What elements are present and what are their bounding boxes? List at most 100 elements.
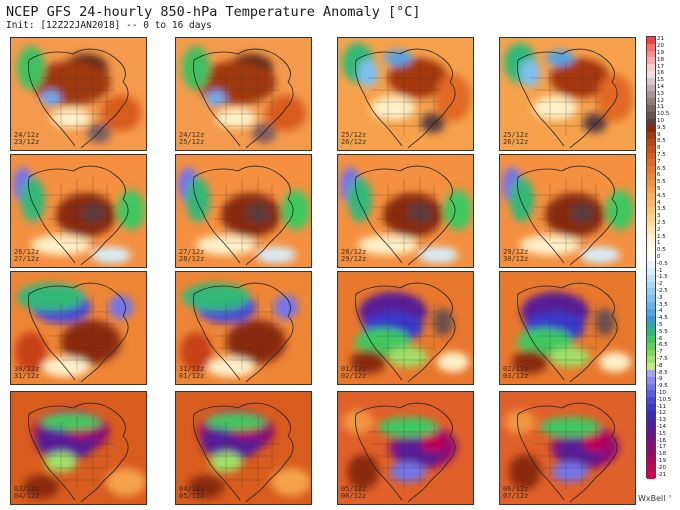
- colorbar-swatch: [647, 234, 655, 241]
- colorbar-swatch: [647, 322, 655, 330]
- valid-time-end: 02/12z: [341, 372, 367, 380]
- colorbar-swatch: [647, 179, 655, 187]
- anomaly-map: [176, 272, 311, 384]
- state-borders: [530, 414, 604, 490]
- anomaly-blob: [216, 108, 256, 128]
- coastline: [193, 165, 294, 266]
- coastline: [193, 402, 294, 503]
- colorbar-swatch: [647, 98, 655, 105]
- anomaly-map: [338, 392, 473, 504]
- state-borders: [41, 414, 115, 490]
- colorbar-tick-label: -1: [657, 267, 663, 274]
- valid-time-label: 02/12z 03/12z: [503, 366, 528, 380]
- valid-time-start: 05/12z: [341, 485, 367, 493]
- colorbar-swatch: [647, 329, 655, 337]
- valid-time-end: 05/12z: [179, 492, 205, 500]
- valid-time-end: 07/12z: [503, 492, 529, 500]
- colorbar-tick-label: 6: [657, 172, 661, 179]
- state-borders: [530, 294, 604, 370]
- anomaly-blob: [266, 95, 306, 131]
- state-borders: [206, 177, 280, 253]
- valid-time-label: 25/12z 26/12z: [503, 132, 528, 146]
- colorbar-tick-label: -9: [657, 376, 663, 383]
- anomaly-map: [500, 272, 635, 384]
- forecast-map-panel: 01/12z 02/12z: [337, 271, 474, 385]
- colorbar-swatch: [647, 390, 655, 398]
- forecast-map-panel: 25/12z 26/12z: [499, 37, 636, 151]
- colorbar-swatch: [647, 424, 655, 432]
- colorbar-tick-label: 5.5: [657, 179, 666, 186]
- colorbar-swatch: [647, 376, 655, 384]
- anomaly-blob: [186, 178, 210, 222]
- anomaly-blob: [21, 178, 45, 222]
- coastline: [355, 165, 456, 266]
- colorbar-tick-label: -3.5: [657, 301, 668, 308]
- valid-time-label: 30/12z 31/12z: [14, 366, 39, 380]
- colorbar-tick-label: -2.5: [657, 288, 668, 294]
- anomaly-blob: [435, 74, 471, 122]
- colorbar-swatch: [647, 138, 655, 146]
- anomaly-blob: [61, 320, 121, 364]
- anomaly-blob: [390, 462, 426, 482]
- anomaly-blob: [378, 417, 438, 437]
- forecast-map-panel: 28/12z 29/12z: [337, 154, 474, 268]
- colorbar-swatch: [647, 213, 655, 221]
- anomaly-blob: [91, 247, 131, 263]
- colorbar-tick-label: 3.5: [657, 206, 666, 213]
- valid-time-end: 30/12z: [503, 255, 529, 263]
- colorbar-tick-label: 12: [657, 97, 664, 104]
- anomaly-blob: [583, 113, 607, 133]
- init-subtitle: Init: [12Z22JAN2018] -- 0 to 16 days: [6, 20, 212, 31]
- valid-time-label: 29/12z 30/12z: [503, 249, 528, 263]
- colorbar-tick-label: -4.5: [657, 315, 668, 322]
- anomaly-blob: [109, 295, 133, 319]
- colorbar-tick-label: 9.5: [657, 124, 666, 131]
- colorbar-swatch: [647, 166, 655, 173]
- anomaly-blob: [117, 190, 145, 230]
- anomaly-map: [500, 38, 635, 150]
- anomaly-blob: [421, 113, 445, 133]
- colorbar-tick-label: 7: [657, 158, 661, 165]
- anomaly-blob: [418, 247, 458, 263]
- anomaly-blob: [23, 475, 59, 499]
- colorbar-swatch: [647, 295, 655, 303]
- state-borders: [368, 60, 442, 136]
- colorbar-tick-label: -11: [657, 403, 666, 410]
- colorbar-swatch: [647, 37, 655, 44]
- anomaly-blob: [226, 320, 286, 364]
- colorbar-swatch: [647, 70, 655, 78]
- anomaly-map: [11, 272, 146, 384]
- valid-time-start: 29/12z: [503, 248, 529, 256]
- colorbar-tick-label: -14: [657, 424, 666, 430]
- valid-time-start: 03/12z: [14, 485, 40, 493]
- colorbar-tick-label: 2: [657, 226, 661, 233]
- colorbar-swatch: [647, 458, 655, 466]
- colorbar-swatch: [647, 132, 655, 139]
- map-panel-grid: 24/12z 23/12z 24/12z 25/12z 25/12z 26/12z 25/1…: [10, 37, 636, 505]
- valid-time-end: 06/12z: [341, 492, 367, 500]
- state-borders: [530, 177, 604, 253]
- colorbar-tick-label: -6: [657, 335, 663, 342]
- colorbar-tick-label: -7: [657, 349, 663, 356]
- valid-time-start: 06/12z: [503, 485, 529, 493]
- colorbar-swatch: [647, 43, 655, 51]
- valid-time-label: 03/12z 04/12z: [14, 486, 39, 500]
- anomaly-blob: [597, 74, 633, 122]
- valid-time-start: 01/12z: [341, 365, 367, 373]
- coastline: [517, 402, 618, 503]
- forecast-map-panel: 05/12z 06/12z: [337, 391, 474, 505]
- colorbar-tick-label: -6.5: [657, 342, 668, 349]
- valid-time-label: 01/12z 02/12z: [341, 366, 366, 380]
- anomaly-blob: [512, 350, 548, 374]
- anomaly-blob: [274, 295, 298, 319]
- valid-time-label: 24/12z 23/12z: [14, 132, 39, 146]
- valid-time-label: 25/12z 26/12z: [341, 132, 366, 146]
- anomaly-blob: [444, 190, 472, 230]
- colorbar-tick-label: 21: [657, 36, 664, 43]
- coastline: [517, 282, 618, 383]
- colorbar-tick-label: 11: [657, 104, 664, 111]
- valid-time-start: 31/12z: [179, 365, 205, 373]
- anomaly-blob: [42, 357, 90, 377]
- colorbar-tick-label: 19: [657, 50, 664, 56]
- forecast-map-panel: 04/12z 05/12z: [175, 391, 312, 505]
